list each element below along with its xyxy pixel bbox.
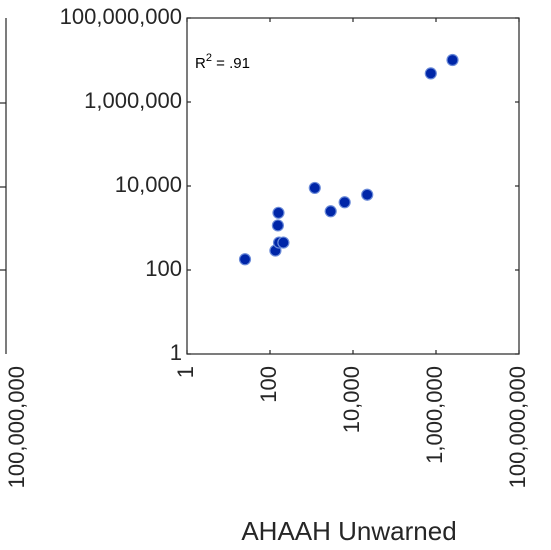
data-point (271, 219, 284, 232)
y-tick-label: 1 (170, 340, 182, 365)
data-point (424, 67, 437, 80)
data-point (446, 53, 459, 67)
r-squared-annotation: R2 = .91 (195, 52, 250, 72)
y-axis-ticks (187, 17, 519, 355)
x-tick-label: 1 (173, 366, 198, 378)
r-squared-prefix: R (195, 55, 206, 72)
data-point (361, 188, 374, 201)
x-tick-label: 1,000,000 (422, 366, 447, 464)
y-tick-label: 1,000,000 (84, 88, 182, 113)
data-point (338, 196, 351, 209)
x-tick-label: 100 (256, 366, 281, 403)
scatter-points (238, 53, 459, 266)
r-squared-superscript: 2 (206, 52, 212, 64)
data-point (277, 236, 290, 249)
x-axis-tick-labels: 1 100 10,000 1,000,000 100,000,000 (173, 366, 530, 488)
data-point (272, 206, 285, 219)
y-axis-tick-labels: 1 100 10,000 1,000,000 100,000,000 (60, 4, 182, 365)
x-tick-label: 100,000,000 (505, 366, 530, 488)
r-squared-suffix: = .91 (212, 55, 250, 72)
data-point (238, 253, 252, 266)
x-axis-ticks (186, 18, 520, 354)
x-tick-label: 10,000 (339, 366, 364, 433)
y-tick-label: 10,000 (115, 172, 182, 197)
data-point (324, 205, 337, 218)
left-panel-fragment: 100,000,000 (0, 18, 29, 488)
y-tick-label: 100 (145, 256, 182, 281)
x-axis-label: AHAAH Unwarned (241, 516, 456, 546)
y-tick-label: 100,000,000 (60, 4, 182, 29)
left-panel-x-tick-label: 100,000,000 (4, 366, 29, 488)
data-point (308, 181, 321, 195)
